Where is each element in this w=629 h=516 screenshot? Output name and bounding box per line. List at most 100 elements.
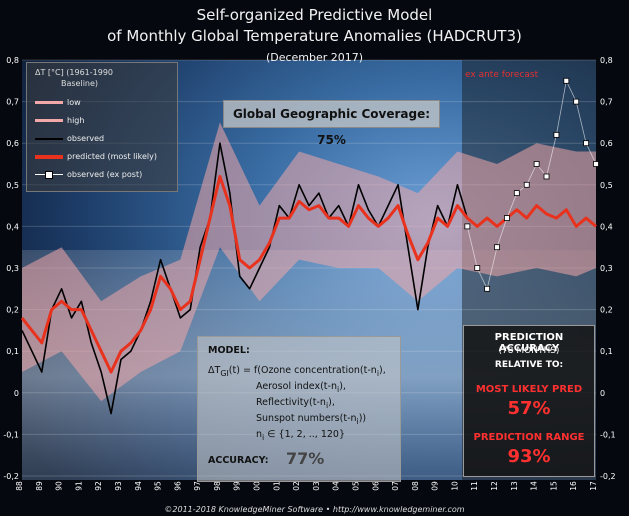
x-tick-label: 09 (431, 481, 440, 491)
model-text: ), (328, 397, 335, 408)
y-tick-label: -0,1 (600, 430, 616, 439)
model-line5: ni ∈ {1, 2, .., 120} (256, 429, 345, 442)
chart-date: (December 2017) (265, 51, 364, 64)
x-tick-label: 10 (450, 481, 459, 491)
legend: ΔT [°C] (1961-1990 Baseline) low high ob… (26, 62, 178, 192)
model-heading: MODEL: (208, 345, 250, 356)
x-tick-label: 94 (134, 481, 143, 491)
expost-point (533, 161, 540, 167)
y-tick-label: 0,4 (600, 222, 613, 231)
chart-title: Self-organized Predictive Model (196, 6, 433, 24)
x-tick-label: 05 (351, 481, 360, 491)
x-tick-label: 99 (233, 481, 242, 491)
legend-swatch (35, 101, 63, 104)
prediction-band (22, 122, 596, 402)
x-tick-label: 03 (312, 481, 321, 491)
y-tick-label: 0,5 (600, 181, 613, 190)
expost-point (523, 181, 530, 188)
x-tick-label: 04 (332, 481, 341, 491)
x-tick-label: 08 (411, 481, 420, 491)
x-tick-label: 11 (470, 481, 479, 491)
expost-markers (464, 77, 599, 292)
y-tick-label: 0,8 (600, 56, 613, 65)
accuracy-relative: RELATIVE TO: (494, 360, 564, 370)
y-tick-label: 0,4 (6, 222, 19, 231)
model-line3: Reflectivity(t-ni), (256, 397, 335, 410)
accuracy-panel: PREDICTION ACCURACY (78 MONTHS) RELATIVE… (463, 325, 595, 477)
model-text: Reflectivity(t-n (256, 397, 326, 408)
legend-label: observed (ex post) (67, 170, 143, 179)
legend-header: ΔT [°C] (1961-1990 Baseline) (35, 67, 113, 89)
predicted-line (20, 174, 597, 374)
x-tick-label: 13 (510, 481, 519, 491)
y-tick-label: 0,1 (6, 347, 19, 356)
legend-item-low: low (35, 97, 81, 109)
x-tick-label: 14 (530, 481, 539, 491)
legend-item-observed: observed (35, 133, 104, 145)
model-text: Sunspot numbers(t-n (256, 413, 357, 424)
x-tick-label: 92 (94, 481, 103, 491)
forecast-label: ex ante forecast (465, 70, 539, 80)
model-text: (t) = f(Ozone concentration(t-n (228, 365, 377, 376)
model-box: MODEL: ΔTGI(t) = f(Ozone concentration(t… (197, 336, 401, 482)
range-value: 93% (507, 446, 551, 467)
y-tick-label: 0,8 (6, 56, 19, 65)
model-sub: i (376, 368, 380, 378)
y-tick-label: 0,5 (6, 181, 19, 190)
legend-swatch (35, 171, 63, 179)
x-tick-label: 90 (55, 481, 64, 491)
expost-point (484, 285, 491, 292)
legend-swatch (35, 137, 63, 140)
x-tick-label: 16 (569, 481, 578, 491)
model-text: ), (379, 365, 386, 376)
model-text: ), (339, 381, 346, 392)
model-text: n (256, 429, 263, 440)
y-tick-label: -0,2 (3, 472, 19, 481)
model-line1: ΔTGI(t) = f(Ozone concentration(t-ni), (208, 365, 386, 378)
model-sub: i (262, 432, 265, 442)
x-axis: 88 89 90 91 92 93 94 95 96 97 98 99 00 01 02 03 04 05 06 07… (15, 481, 598, 491)
expost-point (573, 98, 580, 105)
most-likely-value: 57% (507, 398, 551, 419)
legend-label: observed (67, 134, 105, 143)
square-marker-icon (45, 171, 53, 179)
legend-swatch (35, 119, 63, 122)
x-tick-label: 96 (173, 481, 182, 491)
y-tick-label: 0,2 (600, 306, 613, 315)
legend-header-line1: ΔT [°C] (1961-1990 (35, 68, 113, 77)
expost-line (466, 80, 597, 290)
accuracy-heading: PREDICTION ACCURACY (494, 332, 564, 354)
legend-item-high: high (35, 115, 84, 127)
model-sub: GI (220, 368, 229, 378)
y-tick-label: 0,7 (600, 98, 613, 107)
x-tick-label: 88 (15, 481, 24, 491)
model-sub: i (325, 400, 329, 410)
y-tick-label: 0,6 (600, 139, 613, 148)
y-tick-label: -0,2 (600, 472, 616, 481)
legend-label: high (67, 116, 85, 125)
y-tick-label: 0,3 (600, 264, 613, 273)
y-tick-label: 0 (600, 389, 605, 398)
x-tick-label: 89 (35, 481, 44, 491)
legend-header-line2: Baseline) (61, 79, 99, 88)
y-tick-label: -0,1 (3, 430, 19, 439)
expost-point (563, 77, 570, 84)
footer-credit: ©2011-2018 KnowledgeMiner Software • htt… (164, 505, 465, 514)
expost-point (543, 173, 550, 180)
y-tick-label: 0,6 (6, 139, 19, 148)
x-tick-label: 93 (114, 481, 123, 491)
x-tick-label: 06 (371, 481, 380, 491)
y-tick-label: 0 (14, 389, 19, 398)
legend-swatch (35, 154, 63, 159)
expost-point (553, 131, 560, 138)
model-text: ∈ {1, 2, .., 120} (264, 429, 346, 440)
y-axis-left: -0,2 -0,1 0 0,1 0,2 0,3 0,4 0,5 0,6 0,7 0,8 (3, 56, 19, 481)
y-tick-label: 0,3 (6, 264, 19, 273)
model-sub: i (356, 416, 359, 426)
range-label: PREDICTION RANGE (473, 432, 585, 443)
model-line4: Sunspot numbers(t-ni)) (256, 413, 366, 426)
coverage-label: Global Geographic Coverage: 75% (223, 100, 440, 147)
x-tick-label: 17 (589, 481, 598, 491)
x-tick-label: 02 (292, 481, 301, 491)
